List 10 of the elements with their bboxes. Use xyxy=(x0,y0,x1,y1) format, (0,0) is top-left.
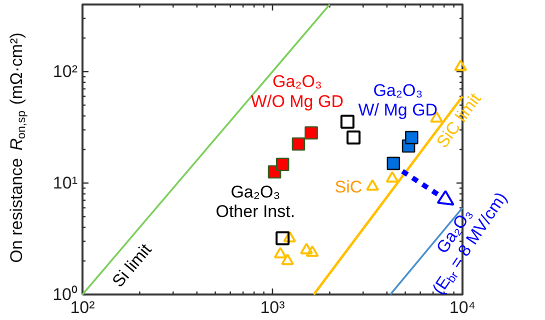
y-tick-label: 10² xyxy=(52,62,78,82)
annotation: Ga₂O₃ Other Inst. xyxy=(216,182,296,221)
annotation: Ga₂O₃ W/O Mg GD xyxy=(250,72,344,111)
y-tick-label: 10¹ xyxy=(52,174,78,193)
annotation: Si limit xyxy=(108,240,156,291)
y-axis-title: On resistance Ron,sp (mΩ·cm²) xyxy=(7,32,28,263)
annotation: Ga₂O₃ W/ Mg GD xyxy=(358,80,438,120)
x-tick-label: 10³ xyxy=(260,298,286,317)
annotation: SiC xyxy=(334,178,362,197)
x-tick-label: 10⁴ xyxy=(449,298,476,317)
